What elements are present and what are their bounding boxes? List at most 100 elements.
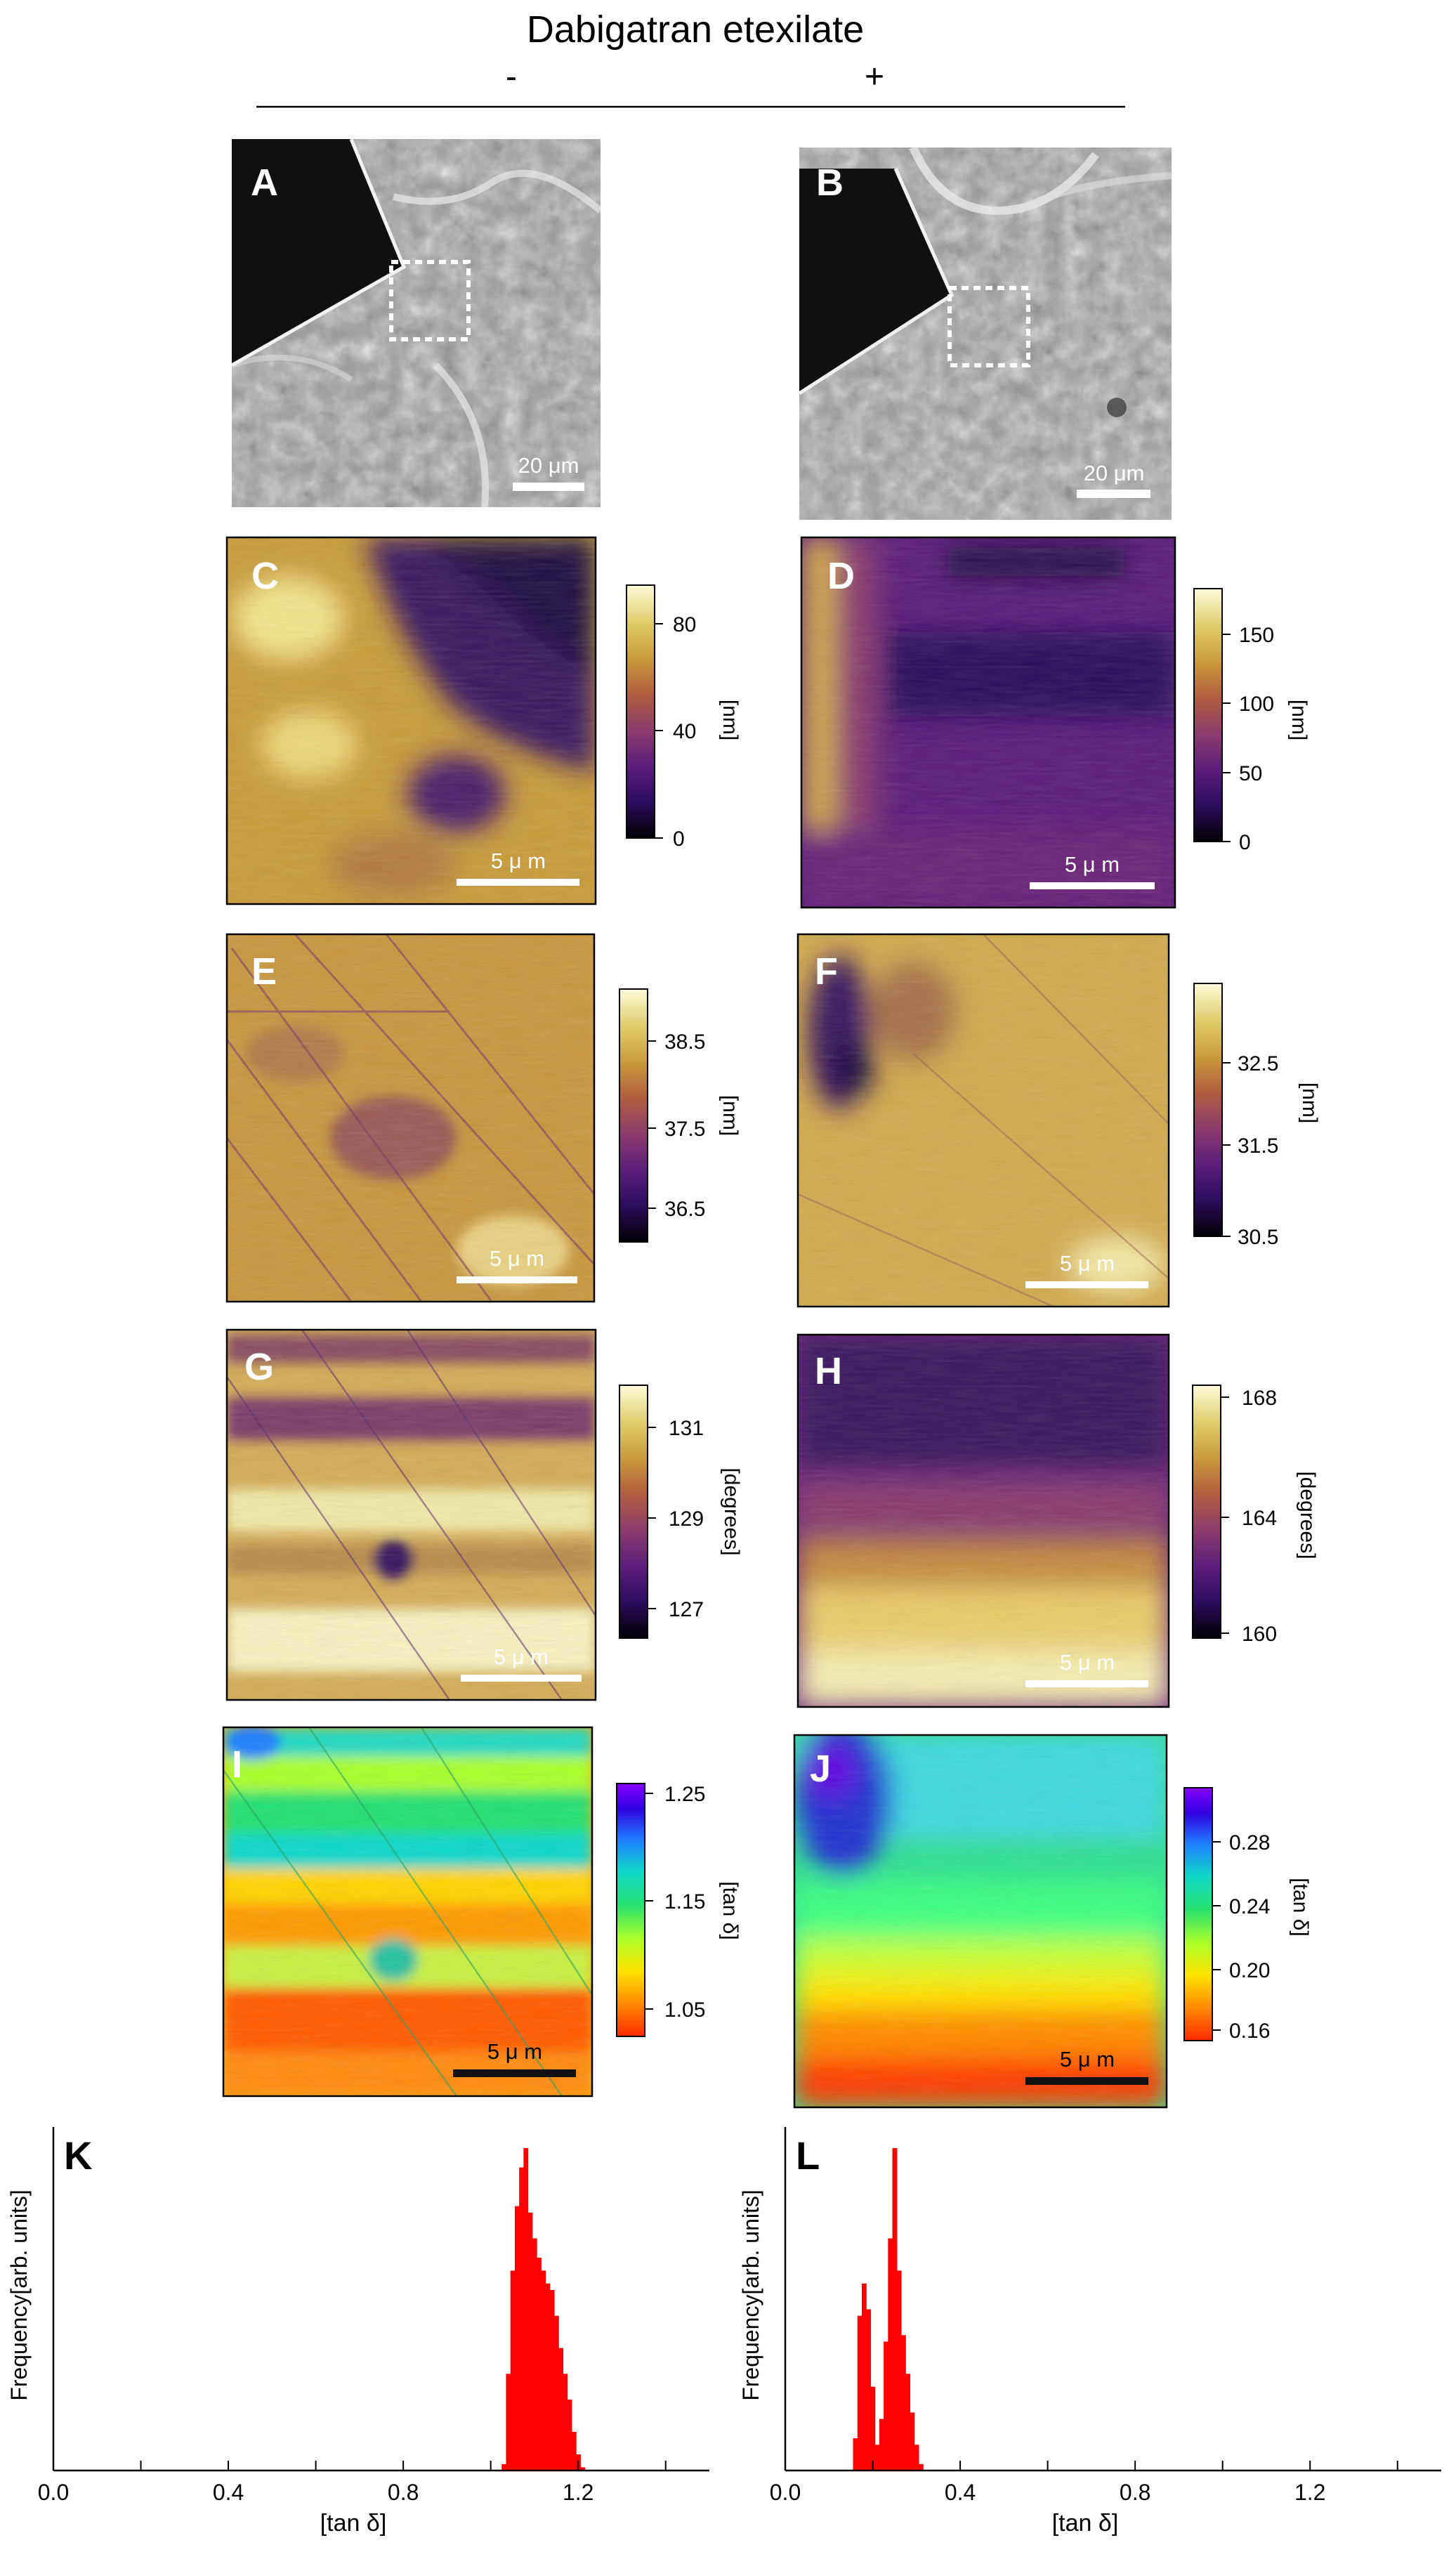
panel-i — [223, 1727, 592, 2096]
colorbar-title-f: [nm] — [1298, 1082, 1321, 1123]
scale-bar-b — [1077, 490, 1150, 498]
x-axis-label: [tan δ] — [1052, 2510, 1119, 2537]
cantilever-tip — [799, 169, 952, 393]
histogram-bar — [884, 2341, 888, 2471]
scale-bar-f — [1025, 1281, 1148, 1288]
scale-bar-e — [457, 1276, 577, 1283]
histogram-bar — [532, 2238, 537, 2471]
x-tick-label: 0.0 — [770, 2480, 801, 2505]
histogram-bar — [519, 2167, 524, 2471]
colorbar-tick-label: 0.16 — [1229, 2020, 1270, 2043]
colorbar-title-e: [nm] — [719, 1095, 742, 1136]
colorbar-ticks-j: 0.28 0.24 0.20 0.16 — [1212, 1831, 1270, 2043]
colorbar-tick-label: 80 — [673, 613, 696, 636]
scan-area-box — [389, 260, 471, 341]
x-axis-label: [tan δ] — [320, 2510, 387, 2537]
colorbar-title-d: [nm] — [1287, 700, 1311, 740]
panel-label: L — [796, 2133, 820, 2178]
histogram-bar — [879, 2419, 884, 2471]
colorbar-tick-label: 0.20 — [1229, 1959, 1270, 1982]
colorbar-tick-label: 38.5 — [664, 1030, 705, 1054]
scan-area-box — [947, 286, 1030, 367]
y-axis-label: Frequency[arb. units] — [6, 2190, 32, 2401]
colorbar-tick-label: 30.5 — [1238, 1226, 1278, 1249]
x-tick-label: 1.2 — [1294, 2480, 1325, 2505]
panel-h — [798, 1335, 1169, 1707]
x-tick-label: 1.2 — [563, 2480, 593, 2505]
colorbar-ticks-f: 32.5 31.5 30.5 — [1222, 1052, 1278, 1249]
scale-bar-label-g: 5 μ m — [494, 1644, 549, 1669]
histogram-bar — [870, 2386, 876, 2471]
panel-label-h: H — [815, 1350, 842, 1392]
colorbar-tick-label: 131 — [669, 1417, 704, 1440]
panel-label: K — [64, 2133, 92, 2178]
histogram-bar — [523, 2148, 529, 2471]
panel-label-e: E — [251, 950, 277, 993]
histogram-bar — [866, 2309, 872, 2471]
panel-label-d: D — [827, 555, 855, 597]
colorbar-ticks-e: 38.5 37.5 36.5 — [648, 1030, 705, 1221]
histogram-bar — [510, 2270, 516, 2471]
colorbar-c — [626, 584, 655, 839]
histogram-bar — [901, 2335, 906, 2471]
scale-bar-c — [457, 879, 579, 886]
colorbar-tick-label: 1.15 — [664, 1890, 705, 1913]
figure-title: Dabigatran etexilate — [527, 8, 864, 51]
histogram-bar — [918, 2463, 924, 2471]
scale-bar-label-i: 5 μ m — [487, 2039, 542, 2064]
y-axis-label: Frequency[arb. units] — [738, 2190, 763, 2401]
scale-bar-j — [1025, 2077, 1148, 2085]
colorbar-tick-label: 168 — [1242, 1387, 1277, 1410]
histogram-bar — [571, 2431, 577, 2471]
histogram-bar — [567, 2400, 572, 2471]
colorbar-tick-label: 129 — [669, 1507, 704, 1531]
scale-bar-a — [513, 483, 584, 491]
panel-c — [227, 537, 596, 904]
x-tick-label: 0.8 — [1120, 2480, 1150, 2505]
panel-j — [794, 1735, 1167, 2107]
colorbar-tick-label: 160 — [1242, 1623, 1277, 1646]
colorbar-tick-label: 100 — [1239, 693, 1274, 716]
scale-bar-label-a: 20 μm — [518, 453, 579, 478]
x-tick-label: 0.0 — [38, 2480, 69, 2505]
histogram-bar — [892, 2148, 898, 2471]
colorbar-title-c: [nm] — [719, 700, 742, 740]
panel-f — [798, 934, 1169, 1307]
colorbar-tick-label: 0.28 — [1229, 1831, 1270, 1854]
scale-bar-label-b: 20 μm — [1084, 461, 1145, 485]
scale-bar-d — [1030, 882, 1155, 889]
colorbar-tick-label: 150 — [1239, 624, 1274, 647]
histogram-k: 0.0 0.4 0.8 1.2 [tan δ] Frequency[arb. units]… — [6, 2127, 709, 2537]
histogram-bar — [888, 2238, 893, 2471]
histogram-bar — [558, 2348, 564, 2471]
panel-label-a: A — [251, 162, 278, 204]
histogram-bar — [914, 2445, 919, 2471]
histogram-bar — [541, 2270, 546, 2471]
colorbar-title-j: [tan δ] — [1289, 1878, 1312, 1936]
histogram-bar — [545, 2283, 551, 2471]
scale-bar-h — [1025, 1680, 1148, 1687]
colorbar-h — [1192, 1385, 1221, 1639]
colorbar-tick-label: 32.5 — [1238, 1052, 1278, 1075]
colorbar-ticks-c: 80 40 0 — [655, 613, 696, 851]
histogram-bar — [549, 2289, 555, 2471]
histogram-bar — [527, 2212, 533, 2471]
colorbar-ticks-g: 131 129 127 — [648, 1417, 704, 1621]
panel-label-i: I — [232, 1743, 242, 1786]
histogram-bar — [553, 2315, 559, 2471]
histogram-bar — [563, 2374, 568, 2471]
panel-label-b: B — [816, 162, 844, 204]
histogram-bar — [537, 2258, 542, 2471]
panel-label-g: G — [244, 1346, 274, 1388]
colorbar-f — [1193, 983, 1223, 1237]
colorbar-tick-label: 127 — [669, 1598, 704, 1621]
panel-d — [801, 537, 1175, 908]
colorbar-tick-label: 1.05 — [664, 1998, 705, 2022]
histogram-bar — [580, 2467, 586, 2471]
colorbar-g — [619, 1385, 648, 1639]
scale-bar-label-e: 5 μ m — [490, 1246, 544, 1271]
cantilever-tip — [232, 139, 404, 365]
colorbar-i — [616, 1783, 645, 2037]
panel-label-j: J — [810, 1748, 831, 1790]
colorbar-ticks-i: 1.25 1.15 1.05 — [645, 1783, 705, 2022]
